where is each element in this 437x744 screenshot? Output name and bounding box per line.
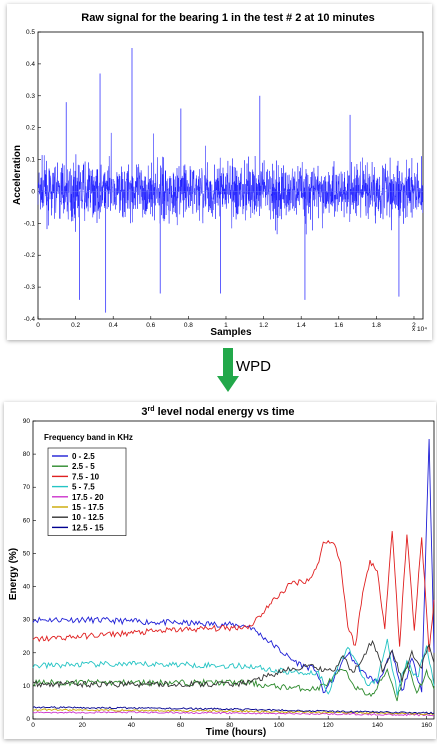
x-tick-label: 1.6 — [334, 322, 343, 329]
x-tick-label: 0.6 — [146, 322, 155, 329]
legend-entry: 7.5 - 10 — [72, 472, 100, 481]
x-tick-label: 1.4 — [297, 322, 306, 329]
x-tick-label: 140 — [372, 722, 383, 729]
y-axis-label: Acceleration — [12, 145, 23, 205]
legend-entry: 15 - 17.5 — [72, 503, 104, 512]
y-tick-label: -0.1 — [24, 220, 36, 227]
y-tick-label: 0.5 — [26, 29, 35, 36]
x-tick-label: 20 — [79, 722, 87, 729]
raw-signal-chart-panel: Raw signal for the bearing 1 in the test… — [7, 4, 432, 340]
y-tick-label: 30 — [23, 617, 31, 624]
wpd-arrow — [215, 346, 295, 396]
y-tick-label: 40 — [23, 584, 31, 591]
plot-frame — [37, 31, 424, 320]
x-axis-label: Samples — [210, 327, 252, 338]
series-line-8 — [32, 706, 435, 715]
x-scale-note: x 10⁴ — [412, 326, 427, 333]
wpd-label: WPD — [236, 358, 271, 375]
x-tick-label: 1.8 — [372, 322, 381, 329]
nodal-energy-chart: 3rd level nodal energy vs time Energy (%… — [8, 406, 435, 738]
legend-entry: 0 - 2.5 — [72, 452, 95, 461]
signal-trace — [37, 132, 424, 235]
x-tick-label: 160 — [421, 722, 432, 729]
chart-title: Raw signal for the bearing 1 in the test… — [81, 12, 374, 24]
nodal-energy-chart-panel: 3rd level nodal energy vs time Energy (%… — [4, 402, 436, 739]
legend-entry: 2.5 - 5 — [72, 462, 95, 471]
y-tick-label: 80 — [23, 451, 31, 458]
series-line-6 — [33, 708, 435, 716]
y-tick-label: 0.1 — [26, 157, 35, 164]
x-tick-label: 100 — [274, 722, 285, 729]
legend-entry: 10 - 12.5 — [72, 513, 104, 522]
x-tick-label: 1 — [224, 322, 228, 329]
x-tick-label: 2 — [412, 322, 416, 329]
y-tick-label: 0.2 — [26, 125, 35, 132]
x-axis-label: Time (hours) — [206, 727, 266, 738]
x-tick-label: 120 — [323, 722, 334, 729]
series-line-4 — [32, 638, 435, 696]
legend-entry: 17.5 - 20 — [72, 493, 104, 502]
y-tick-label: 90 — [23, 418, 31, 425]
series-line-1 — [32, 438, 435, 694]
y-tick-label: 0 — [31, 188, 35, 195]
arrow-shaft — [223, 348, 233, 376]
x-tick-label: 1.2 — [259, 322, 268, 329]
y-tick-label: -0.2 — [24, 252, 36, 259]
y-axis-label: Energy (%) — [8, 548, 19, 600]
series-line-2 — [32, 660, 435, 702]
y-tick-label: 20 — [23, 650, 31, 657]
x-tick-label: 0 — [31, 722, 35, 729]
y-tick-label: 50 — [23, 550, 31, 557]
x-tick-label: 60 — [177, 722, 185, 729]
series-line-3 — [32, 531, 435, 653]
legend-entry: 5 - 7.5 — [72, 483, 95, 492]
x-tick-label: 0.2 — [71, 322, 80, 329]
x-tick-label: 0.4 — [109, 322, 118, 329]
y-tick-label: 10 — [23, 683, 31, 690]
arrow-head-icon — [217, 376, 239, 392]
raw-signal-chart: Raw signal for the bearing 1 in the test… — [12, 12, 427, 338]
x-tick-label: 0 — [36, 322, 40, 329]
y-tick-label: 60 — [23, 517, 31, 524]
y-tick-label: -0.4 — [24, 316, 36, 323]
legend-box — [47, 447, 127, 536]
y-tick-label: 0.4 — [26, 61, 35, 68]
plot-frame — [32, 420, 435, 720]
series-line-7 — [32, 639, 435, 689]
y-tick-label: 70 — [23, 484, 31, 491]
y-tick-label: 0 — [26, 716, 30, 723]
x-tick-label: 40 — [128, 722, 136, 729]
y-tick-label: -0.3 — [24, 284, 36, 291]
y-tick-label: 0.3 — [26, 93, 35, 100]
series-line-5 — [32, 711, 434, 717]
legend-entry: 12.5 - 15 — [72, 523, 104, 532]
chart-title: 3rd level nodal energy vs time — [141, 406, 294, 418]
legend-title: Frequency band in KHz — [44, 433, 133, 442]
x-tick-label: 0.8 — [184, 322, 193, 329]
x-tick-label: 80 — [226, 722, 234, 729]
